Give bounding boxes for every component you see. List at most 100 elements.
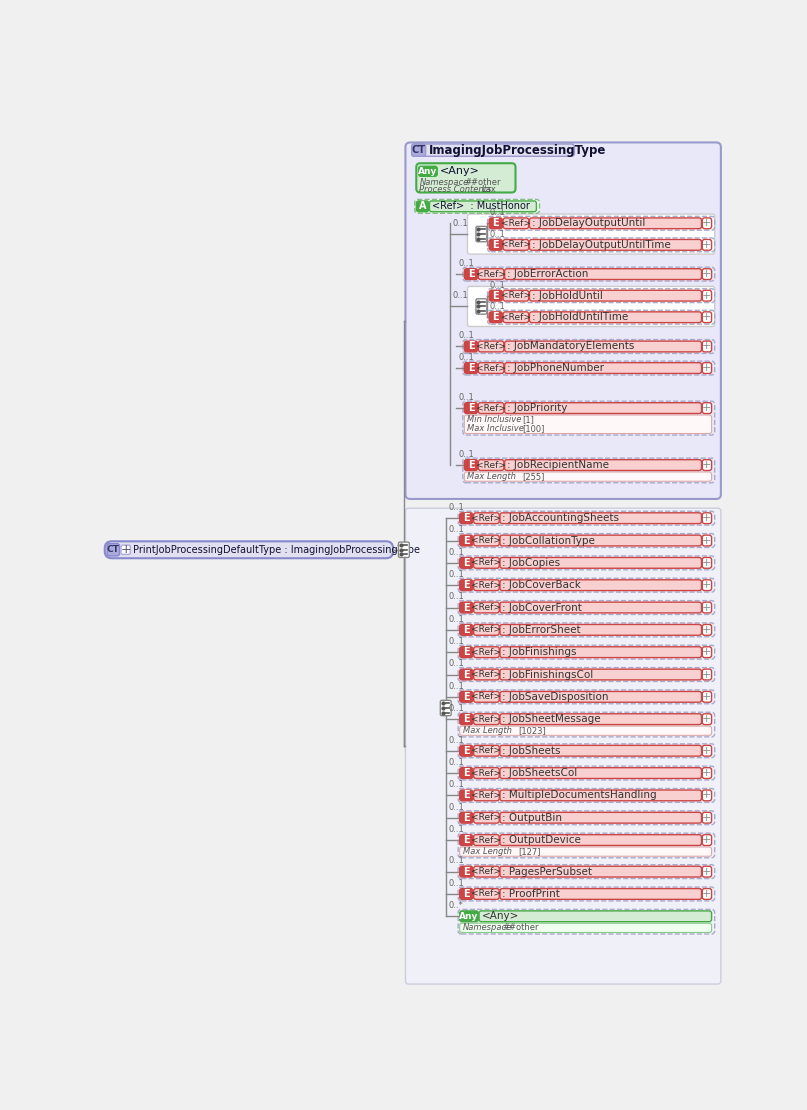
Text: : JobFinishings: : JobFinishings [502, 647, 577, 657]
FancyBboxPatch shape [489, 240, 502, 250]
FancyBboxPatch shape [464, 460, 478, 471]
Text: : JobSaveDisposition: : JobSaveDisposition [502, 692, 608, 702]
Text: : JobCoverBack: : JobCoverBack [502, 581, 581, 591]
FancyBboxPatch shape [460, 813, 473, 824]
FancyBboxPatch shape [460, 835, 473, 846]
Text: CT: CT [107, 545, 119, 554]
Text: <Ref>: <Ref> [471, 836, 501, 845]
FancyBboxPatch shape [460, 889, 473, 899]
Text: +: + [702, 768, 712, 778]
FancyBboxPatch shape [474, 535, 500, 546]
FancyBboxPatch shape [702, 460, 712, 471]
FancyBboxPatch shape [460, 602, 473, 613]
Text: [127]: [127] [518, 847, 541, 856]
Text: 0..1: 0..1 [448, 525, 464, 534]
Text: +: + [702, 647, 712, 657]
Text: E: E [492, 240, 499, 250]
FancyBboxPatch shape [702, 625, 712, 635]
Text: E: E [463, 835, 470, 845]
Text: : JobSheetMessage: : JobSheetMessage [502, 714, 601, 724]
Text: <Ref>: <Ref> [471, 693, 501, 702]
FancyBboxPatch shape [474, 866, 500, 877]
FancyBboxPatch shape [500, 513, 701, 524]
Text: +: + [120, 543, 131, 556]
Text: <Ref>: <Ref> [471, 768, 501, 778]
Text: <Any>: <Any> [440, 166, 479, 176]
Text: <Ref>: <Ref> [471, 558, 501, 567]
Text: <Ref>: <Ref> [471, 536, 501, 545]
FancyBboxPatch shape [460, 726, 712, 735]
FancyBboxPatch shape [476, 299, 487, 314]
Text: <Ref>: <Ref> [471, 603, 501, 612]
FancyBboxPatch shape [489, 218, 502, 229]
Text: 0..1: 0..1 [458, 393, 474, 402]
FancyBboxPatch shape [474, 813, 500, 824]
FancyBboxPatch shape [460, 579, 473, 591]
FancyBboxPatch shape [416, 201, 429, 212]
Text: : OutputDevice: : OutputDevice [502, 835, 581, 845]
FancyBboxPatch shape [467, 286, 715, 326]
Text: : JobDelayOutputUntil: : JobDelayOutputUntil [532, 219, 645, 229]
FancyBboxPatch shape [500, 647, 701, 657]
Text: : ProofPrint: : ProofPrint [502, 889, 560, 899]
FancyBboxPatch shape [474, 513, 500, 524]
FancyBboxPatch shape [121, 545, 130, 554]
Text: : JobCoverFront: : JobCoverFront [502, 603, 582, 613]
Text: 0..1: 0..1 [448, 571, 464, 579]
Text: <Ref>: <Ref> [471, 889, 501, 898]
FancyBboxPatch shape [504, 460, 701, 471]
Text: Max Inclusive: Max Inclusive [467, 424, 525, 433]
Text: 0..1: 0..1 [448, 637, 464, 646]
Text: +: + [702, 535, 712, 545]
Text: 0..1: 0..1 [448, 615, 464, 624]
Text: +: + [702, 219, 712, 229]
Text: <Ref>: <Ref> [501, 291, 531, 300]
Text: E: E [492, 219, 499, 229]
Text: +: + [702, 603, 712, 613]
Text: <Ref>: <Ref> [471, 647, 501, 657]
Text: E: E [463, 714, 470, 724]
Text: E: E [492, 291, 499, 301]
FancyBboxPatch shape [702, 647, 712, 657]
Text: 0..*: 0..* [448, 901, 463, 910]
Text: E: E [463, 889, 470, 899]
Text: 0..1: 0..1 [448, 758, 464, 767]
Text: E: E [467, 363, 475, 373]
Text: +: + [702, 558, 712, 568]
Text: [255]: [255] [522, 472, 545, 481]
Text: 0..1: 0..1 [489, 281, 505, 290]
FancyBboxPatch shape [467, 214, 715, 254]
FancyBboxPatch shape [474, 790, 500, 800]
Text: 0..1: 0..1 [458, 331, 474, 341]
Text: Namespace: Namespace [462, 924, 512, 932]
Text: +: + [702, 312, 712, 322]
FancyBboxPatch shape [702, 240, 712, 250]
FancyBboxPatch shape [500, 579, 701, 591]
FancyBboxPatch shape [479, 460, 504, 471]
FancyBboxPatch shape [500, 669, 701, 680]
Text: <Ref>: <Ref> [471, 867, 501, 876]
Text: E: E [463, 558, 470, 568]
Text: 0..1: 0..1 [448, 593, 464, 602]
Text: Lax: Lax [481, 185, 495, 194]
Text: +: + [702, 581, 712, 591]
FancyBboxPatch shape [489, 312, 502, 323]
FancyBboxPatch shape [460, 535, 473, 546]
Text: +: + [702, 363, 712, 373]
FancyBboxPatch shape [464, 472, 712, 482]
Text: : JobSheets: : JobSheets [502, 746, 561, 756]
Text: : JobMandatoryElements: : JobMandatoryElements [507, 342, 634, 352]
Text: 0..1: 0..1 [458, 450, 474, 458]
Text: 0..1: 0..1 [458, 259, 474, 268]
Text: : JobHoldUntil: : JobHoldUntil [532, 291, 603, 301]
Text: E: E [463, 790, 470, 800]
Text: 0..1: 0..1 [489, 230, 505, 239]
FancyBboxPatch shape [474, 745, 500, 756]
Text: +: + [702, 889, 712, 899]
Text: PrintJobProcessingDefaultType : ImagingJobProcessingType: PrintJobProcessingDefaultType : ImagingJ… [132, 545, 420, 555]
Text: <Ref>: <Ref> [476, 270, 506, 279]
Text: E: E [463, 669, 470, 679]
Text: E: E [463, 625, 470, 635]
Text: E: E [463, 603, 470, 613]
FancyBboxPatch shape [419, 166, 437, 176]
